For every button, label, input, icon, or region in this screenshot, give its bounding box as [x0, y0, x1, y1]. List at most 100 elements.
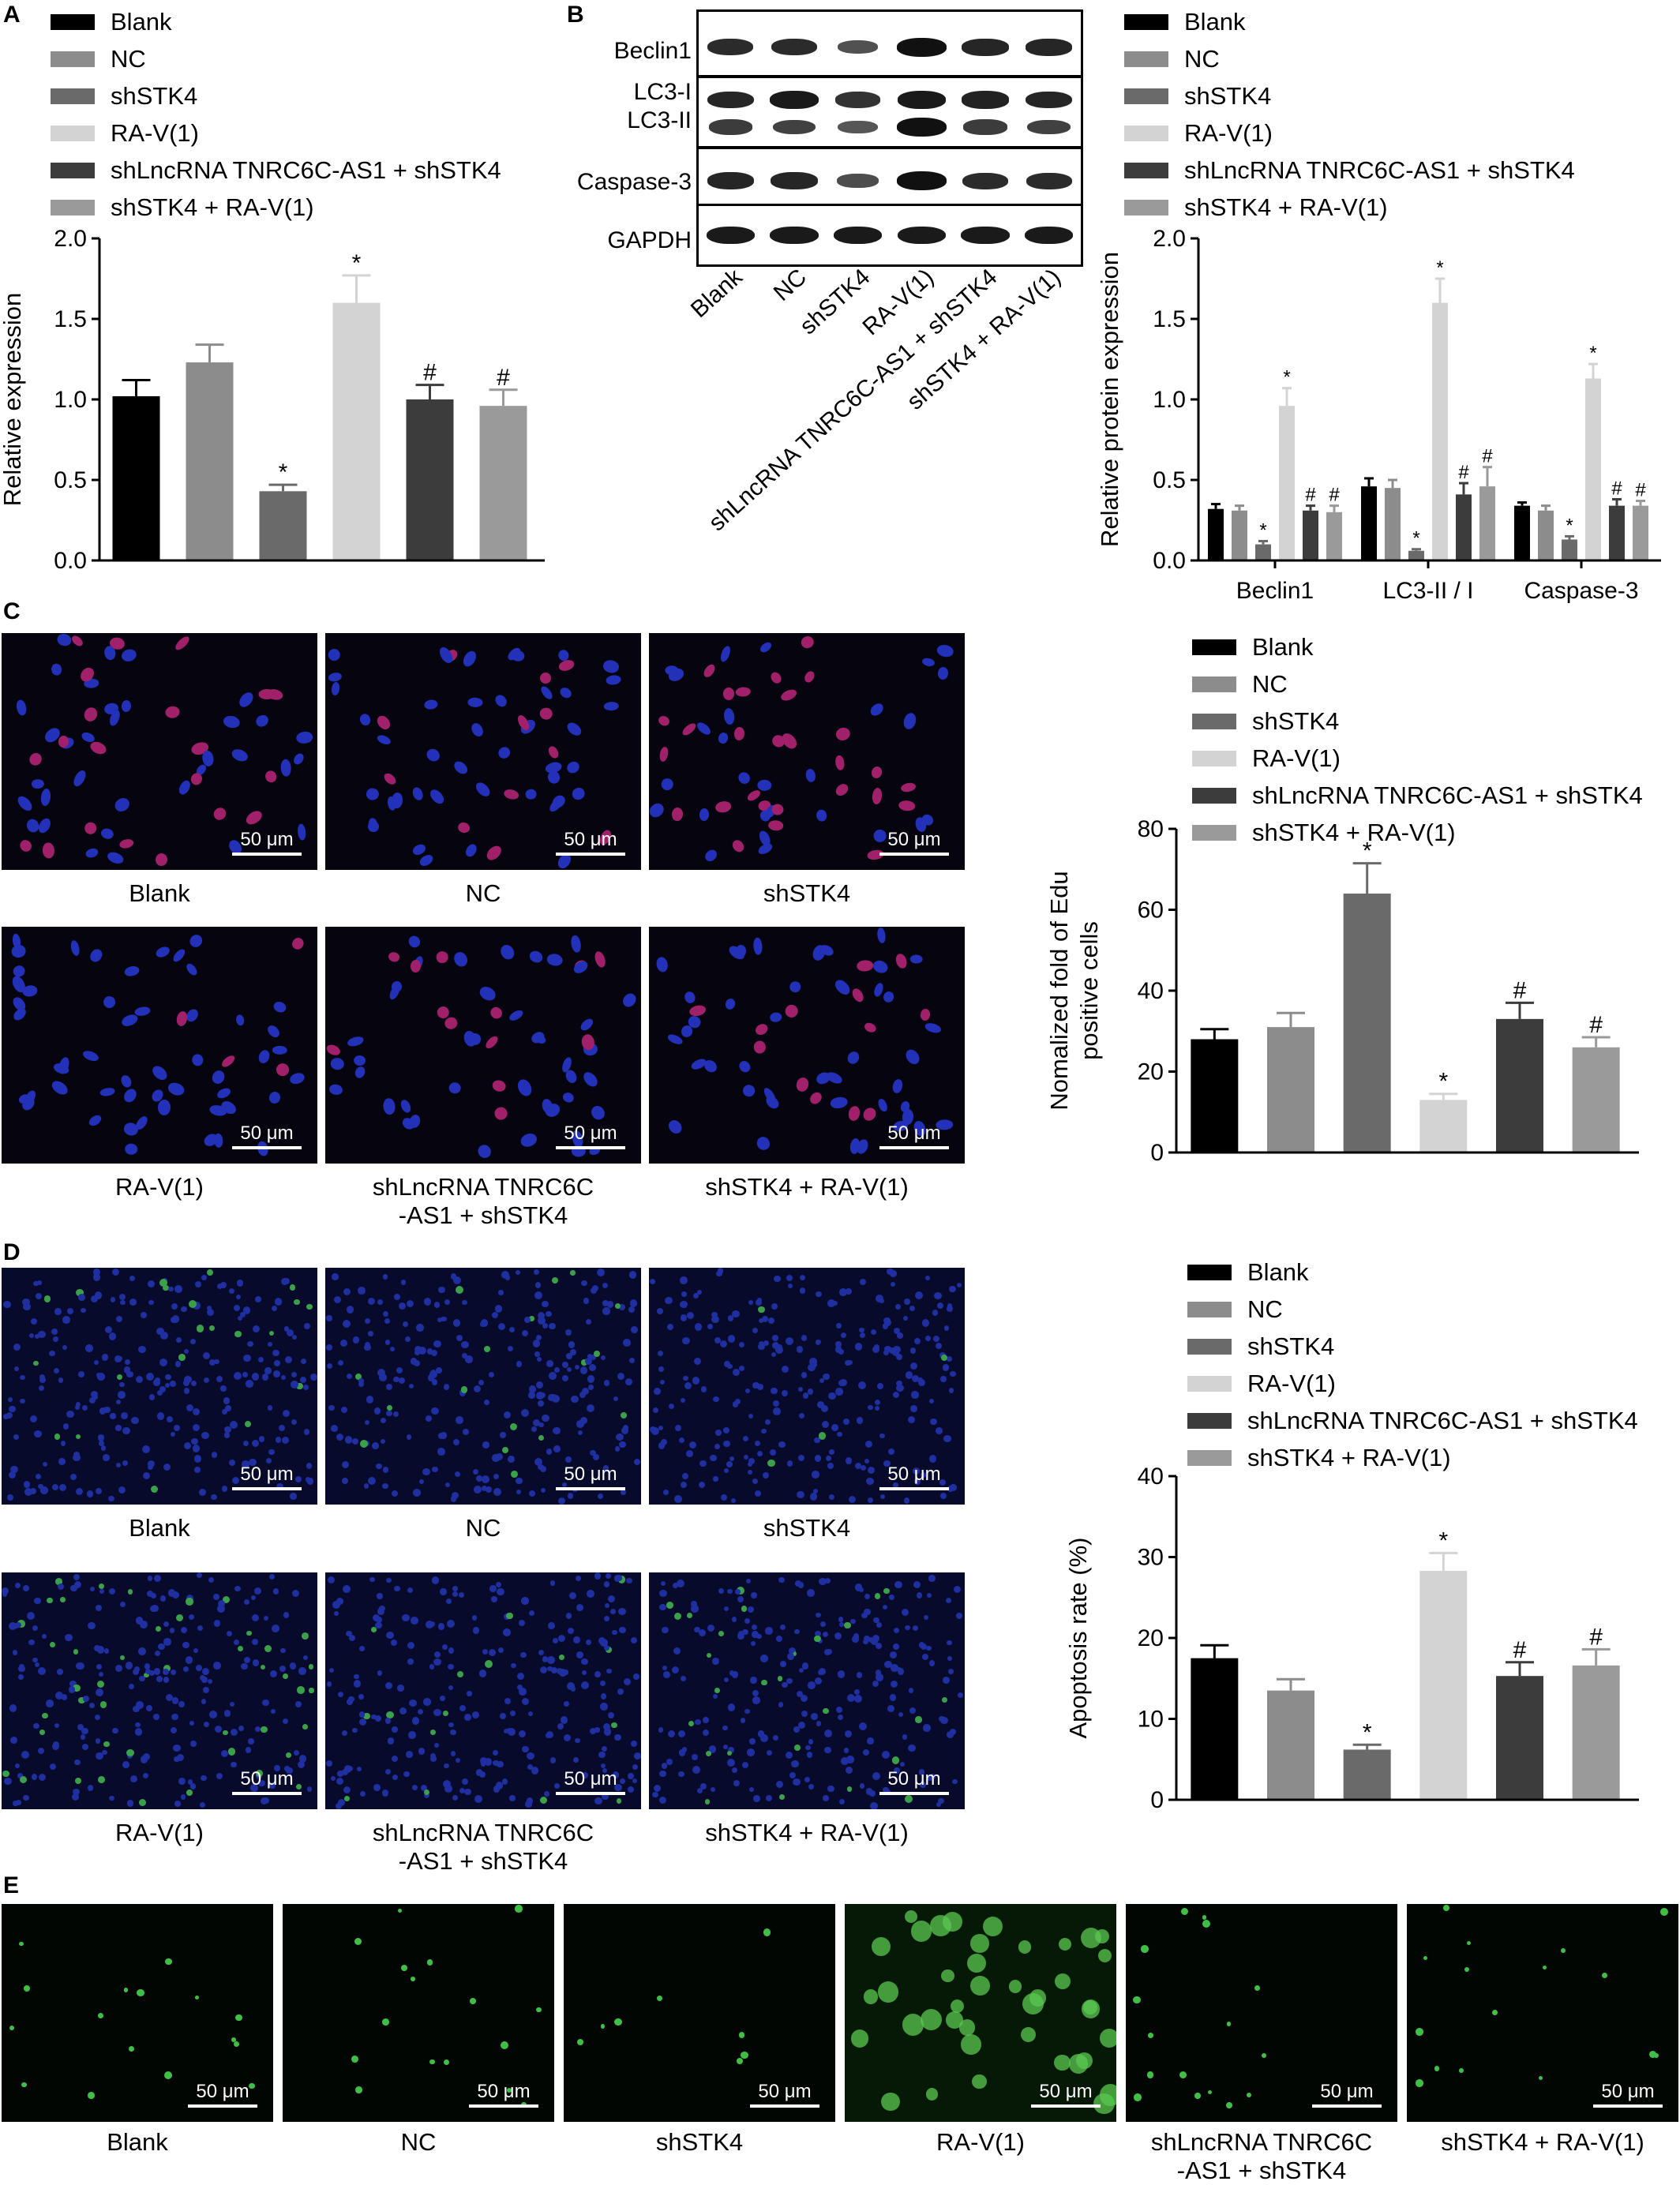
cell-nucleus: [391, 1755, 398, 1763]
legend-label: RA-V(1): [1247, 1369, 1336, 1397]
cell-nucleus: [912, 1467, 921, 1475]
micrograph-caption: shSTK4: [655, 2128, 744, 2156]
cell-nucleus: [254, 1726, 261, 1732]
cell-nucleus: [814, 1635, 821, 1643]
cell-nucleus: [384, 1768, 391, 1775]
cell-nucleus: [244, 808, 265, 827]
cell-nucleus: [421, 1784, 428, 1791]
cell-nucleus: [937, 666, 949, 680]
cell-nucleus: [711, 1658, 719, 1666]
cell-nucleus: [51, 662, 63, 676]
cell-nucleus: [103, 1648, 110, 1655]
cell-nucleus: [209, 1068, 227, 1086]
autophagy-spot: [600, 2024, 605, 2029]
cell-nucleus: [159, 1595, 167, 1602]
cell-nucleus: [369, 1577, 375, 1583]
cell-nucleus: [269, 1330, 275, 1336]
d-y-tick-label: 30: [1138, 1545, 1164, 1571]
cell-nucleus: [186, 1404, 194, 1412]
cell-nucleus: [684, 1381, 692, 1389]
cell-nucleus: [452, 1591, 458, 1597]
cell-nucleus: [737, 1595, 744, 1602]
cell-nucleus: [182, 1641, 189, 1649]
cell-nucleus: [846, 1288, 852, 1295]
cell-nucleus: [214, 1725, 222, 1733]
cell-nucleus: [83, 1696, 90, 1703]
cell-nucleus: [551, 1276, 559, 1284]
a-bar: [112, 395, 160, 560]
cell-nucleus: [193, 1648, 199, 1654]
cell-nucleus: [114, 1665, 122, 1673]
cell-nucleus: [758, 1343, 766, 1351]
scale-bar-line: [1593, 2104, 1663, 2108]
micrograph-blank: 50 μm: [2, 1268, 317, 1505]
cell-nucleus: [406, 1434, 412, 1440]
autophagy-spot: [401, 1964, 407, 1971]
cell-nucleus: [382, 1467, 388, 1473]
cell-nucleus: [752, 1478, 759, 1484]
cell-nucleus: [493, 1786, 501, 1793]
cell-nucleus: [932, 1336, 939, 1342]
cell-nucleus: [343, 1287, 351, 1296]
autophagy-spot: [137, 1988, 144, 1997]
cell-nucleus: [856, 1417, 864, 1424]
cell-nucleus: [227, 1630, 233, 1636]
cell-nucleus: [872, 787, 883, 804]
cell-nucleus: [39, 1385, 45, 1391]
cell-nucleus: [897, 1668, 905, 1675]
cell-nucleus: [703, 847, 720, 864]
blot-band: [707, 172, 754, 189]
cell-nucleus: [956, 1282, 962, 1288]
cell-nucleus: [453, 1276, 462, 1284]
cell-nucleus: [484, 1346, 491, 1353]
cell-nucleus: [752, 1021, 770, 1037]
legend-label: shSTK4: [111, 81, 198, 110]
legend-swatch: [1187, 1449, 1232, 1466]
cell-nucleus: [519, 1130, 539, 1149]
cell-nucleus: [723, 1440, 730, 1448]
cell-nucleus: [520, 1651, 527, 1658]
cell-nucleus: [292, 1335, 298, 1340]
blot-band: [1027, 119, 1071, 135]
cell-nucleus: [853, 1633, 860, 1640]
cell-nucleus: [748, 1299, 754, 1306]
cell-nucleus: [654, 1387, 662, 1395]
cell-nucleus: [507, 1345, 513, 1351]
cell-nucleus: [159, 1358, 167, 1366]
cell-nucleus: [710, 1454, 717, 1462]
cell-nucleus: [603, 1644, 610, 1651]
cell-nucleus: [95, 1714, 101, 1720]
blot-band: [896, 37, 947, 57]
cell-nucleus: [678, 1437, 684, 1444]
cell-nucleus: [163, 1464, 171, 1471]
autophagy-spot: [1054, 2054, 1071, 2071]
c-bar: [1572, 1047, 1620, 1152]
d-significance-mark: *: [1363, 1719, 1372, 1745]
cell-nucleus: [76, 1288, 84, 1296]
cell-nucleus: [424, 746, 442, 764]
cell-nucleus: [78, 1696, 85, 1703]
cell-nucleus: [632, 1778, 638, 1783]
cell-nucleus: [22, 1298, 30, 1306]
cell-nucleus: [57, 1668, 63, 1675]
cell-nucleus: [846, 1756, 854, 1763]
cell-nucleus: [788, 1284, 793, 1289]
cell-nucleus: [896, 1380, 902, 1387]
cell-nucleus: [407, 1587, 414, 1594]
legend-label: shLncRNA TNRC6C-AS1 + shSTK4: [1184, 156, 1575, 184]
cell-nucleus: [203, 1721, 209, 1728]
autophagy-spot: [972, 2074, 987, 2089]
cell-nucleus: [476, 1475, 483, 1482]
micrograph-nc: 50 μm: [325, 633, 641, 870]
cell-nucleus: [625, 1378, 633, 1385]
cell-nucleus: [796, 1690, 804, 1698]
scale-bar-label: 50 μm: [887, 829, 941, 850]
cell-nucleus: [389, 1346, 396, 1352]
autophagy-spot: [19, 1941, 24, 1947]
cell-nucleus: [853, 1695, 862, 1703]
cell-nucleus: [839, 1288, 848, 1297]
cell-nucleus: [785, 1751, 793, 1759]
cell-nucleus: [844, 1621, 851, 1629]
cell-nucleus: [207, 1269, 214, 1276]
